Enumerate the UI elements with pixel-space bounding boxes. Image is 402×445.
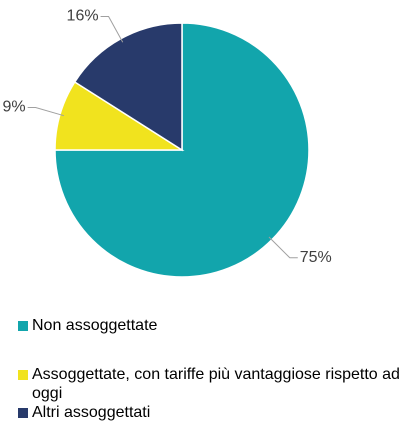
legend-item: Assoggettate, con tariffe più vantaggios…	[18, 365, 402, 403]
legend-swatch	[18, 370, 28, 380]
leader-line	[100, 15, 124, 43]
data-label: 75%	[300, 249, 332, 266]
legend-label: Altri assoggettati	[32, 404, 151, 421]
chart: 75% 9% 16%	[3, 8, 332, 278]
legend-item: Altri assoggettati	[18, 403, 402, 422]
legend: Non assoggettate Assoggettate, con tariff…	[18, 316, 402, 422]
legend-label: Assoggettate, con tariffe più vantaggios…	[32, 366, 400, 402]
leader-line	[27, 106, 65, 117]
legend-item: Non assoggettate	[18, 316, 402, 335]
data-label: 16%	[67, 8, 99, 25]
data-label: 9%	[3, 99, 26, 116]
legend-label: Non assoggettate	[32, 317, 158, 334]
legend-swatch	[18, 321, 28, 331]
leader-line	[268, 236, 298, 259]
legend-swatch	[18, 408, 28, 418]
